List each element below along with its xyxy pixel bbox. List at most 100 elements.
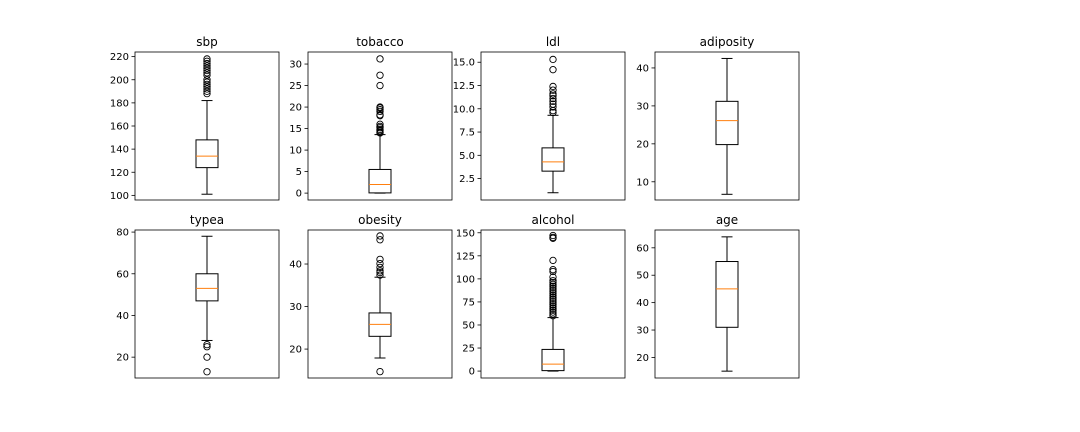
outlier-point — [203, 87, 211, 95]
chart-title: age — [716, 213, 738, 227]
panel-alcohol: alcohol 0 25 50 75 100 125 150 — [456, 213, 626, 379]
y-tick-label: 10 — [636, 177, 649, 188]
outlier-point — [549, 231, 557, 240]
outlier-point — [549, 293, 557, 301]
outlier-point — [549, 280, 557, 289]
outlier-point — [203, 71, 211, 79]
y-tick-label: 220 — [110, 52, 129, 63]
outlier-point — [203, 343, 211, 351]
outlier-point — [549, 266, 557, 274]
outlier-point — [549, 310, 557, 318]
outlier-point — [203, 57, 211, 65]
y-tick-label: 20 — [636, 353, 649, 364]
outlier-point — [376, 255, 384, 263]
outlier-point — [376, 367, 384, 376]
y-tick-label: 60 — [636, 243, 649, 254]
y-tick-label: 120 — [110, 168, 129, 179]
plot-frame — [480, 51, 626, 201]
outlier-point — [203, 62, 211, 70]
y-tick-label: 30 — [636, 101, 649, 112]
y-tick-label: 0 — [469, 367, 475, 378]
outlier-point — [549, 312, 557, 320]
outlier-point — [549, 278, 557, 287]
panel-sbp: sbp 100 120 140 160 180 200 220 — [110, 35, 280, 202]
outlier-point — [549, 282, 557, 290]
outlier-point — [549, 86, 557, 94]
iqr-box — [195, 139, 219, 169]
outlier-point — [549, 299, 557, 307]
y-tick-label: 10.0 — [453, 104, 475, 115]
y-tick-label: 25 — [462, 344, 475, 355]
outlier-point — [203, 89, 211, 98]
y-tick-label: 20 — [289, 103, 302, 114]
outlier-point — [376, 263, 384, 272]
iqr-box — [195, 273, 219, 302]
panel-typea: typea 20 40 60 80 — [116, 213, 280, 379]
y-tick-label: 40 — [636, 63, 649, 74]
outlier-point — [549, 94, 557, 103]
outlier-point — [549, 256, 557, 265]
outlier-point — [549, 302, 557, 311]
y-tick-label: 20 — [116, 353, 129, 364]
y-tick-label: 200 — [110, 75, 129, 86]
chart-title: ldl — [546, 35, 560, 49]
chart-title: alcohol — [532, 213, 575, 227]
outlier-point — [549, 92, 557, 100]
outlier-point — [203, 69, 211, 77]
chart-title: obesity — [358, 213, 402, 227]
outlier-point — [549, 97, 557, 105]
outlier-point — [549, 55, 557, 64]
outlier-point — [549, 286, 557, 294]
outlier-point — [549, 306, 557, 314]
y-tick-label: 140 — [110, 145, 129, 156]
outlier-point — [549, 82, 557, 91]
outlier-point — [549, 267, 557, 276]
outlier-point — [203, 78, 211, 86]
plot-frame — [134, 229, 280, 379]
plot-frame — [480, 229, 626, 379]
y-tick-label: 50 — [462, 320, 475, 331]
iqr-box — [541, 348, 565, 372]
iqr-box — [715, 100, 739, 146]
outlier-point — [203, 76, 211, 84]
y-tick-label: 15 — [289, 124, 302, 135]
panel-obesity: obesity 20 30 40 — [289, 213, 453, 379]
outlier-point — [203, 368, 211, 376]
y-tick-label: 180 — [110, 98, 129, 109]
outlier-point — [549, 108, 557, 117]
outlier-point — [549, 291, 557, 300]
y-tick-label: 10 — [289, 146, 302, 157]
outlier-point — [549, 100, 557, 108]
outlier-point — [376, 71, 384, 79]
outlier-point — [376, 55, 384, 63]
outlier-point — [549, 90, 557, 98]
panel-ldl: ldl 2.5 5.0 7.5 10.0 12.5 15.0 — [453, 35, 626, 201]
outlier-point — [376, 103, 384, 111]
y-tick-label: 5 — [296, 167, 302, 178]
outlier-point — [203, 83, 211, 91]
y-tick-label: 2.5 — [459, 174, 475, 185]
panel-adiposity: adiposity 10 20 30 40 — [636, 35, 800, 201]
y-tick-label: 125 — [456, 251, 475, 262]
outlier-point — [203, 59, 211, 68]
plot-frame — [307, 229, 453, 379]
plot-frame — [654, 229, 800, 379]
outlier-point — [376, 111, 384, 119]
outlier-point — [376, 81, 384, 90]
y-tick-label: 60 — [116, 269, 129, 280]
outlier-point — [549, 308, 557, 316]
chart-title: adiposity — [700, 35, 755, 49]
outlier-point — [376, 267, 384, 275]
outlier-point — [549, 273, 557, 281]
plot-frame — [654, 51, 800, 201]
outlier-point — [549, 289, 557, 298]
y-tick-label: 0 — [296, 189, 302, 200]
outlier-point — [549, 288, 557, 296]
y-tick-label: 30 — [289, 60, 302, 71]
outlier-point — [549, 304, 557, 313]
panels: sbp100120140160180200220tobacco051015202… — [110, 35, 800, 379]
y-tick-label: 15.0 — [453, 58, 475, 69]
outlier-point — [203, 80, 211, 89]
